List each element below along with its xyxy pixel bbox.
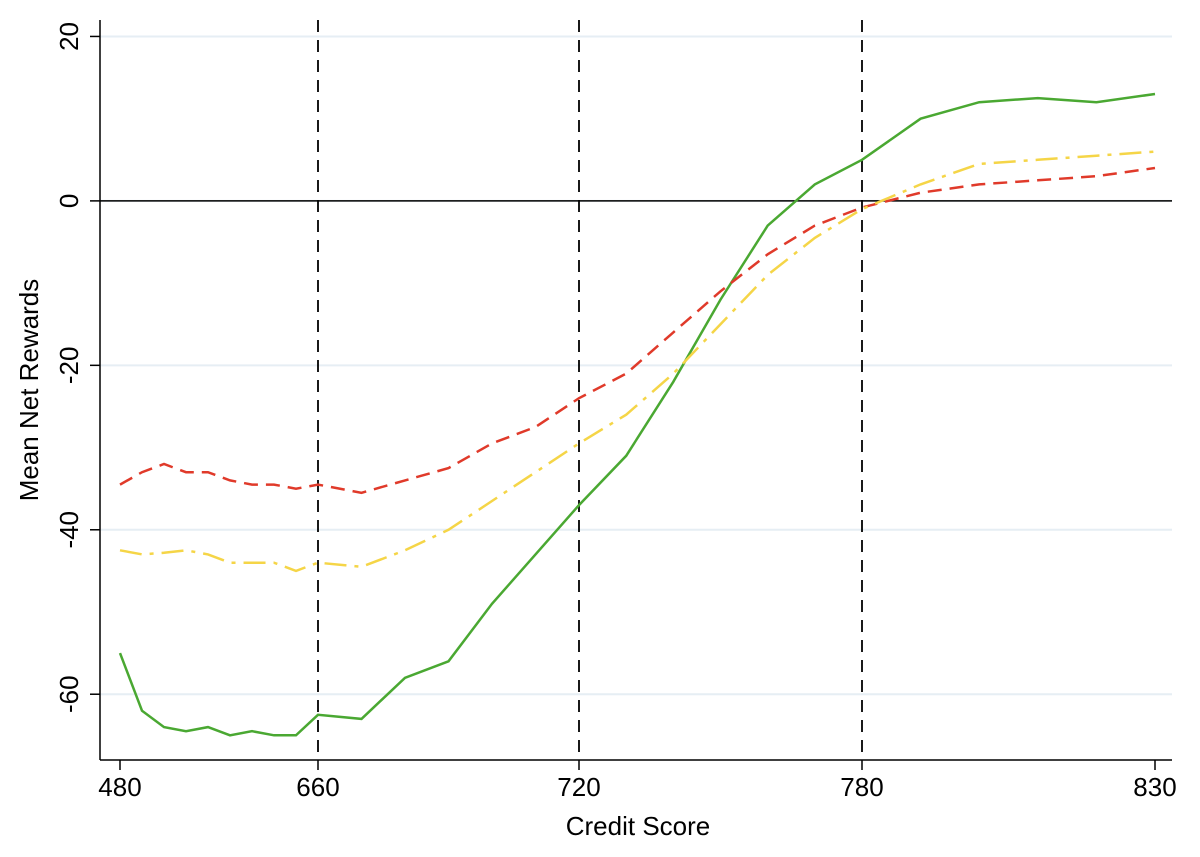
y-tick-label: 0 (54, 194, 84, 208)
y-tick-label: -60 (54, 675, 84, 713)
y-tick-label: -20 (54, 347, 84, 385)
y-tick-label: 20 (54, 22, 84, 51)
series-line (119, 166, 1156, 495)
y-axis-label: Mean Net Rewards (14, 279, 44, 502)
x-tick-label: 660 (296, 772, 339, 802)
series-line (119, 150, 1156, 573)
y-tick-label: -40 (54, 511, 84, 549)
x-axis-label: Credit Score (566, 811, 711, 841)
x-tick-label: 830 (1133, 772, 1176, 802)
x-tick-label: 480 (98, 772, 141, 802)
x-tick-label: 780 (840, 772, 883, 802)
x-tick-label: 720 (557, 772, 600, 802)
series-line (118, 92, 1156, 737)
